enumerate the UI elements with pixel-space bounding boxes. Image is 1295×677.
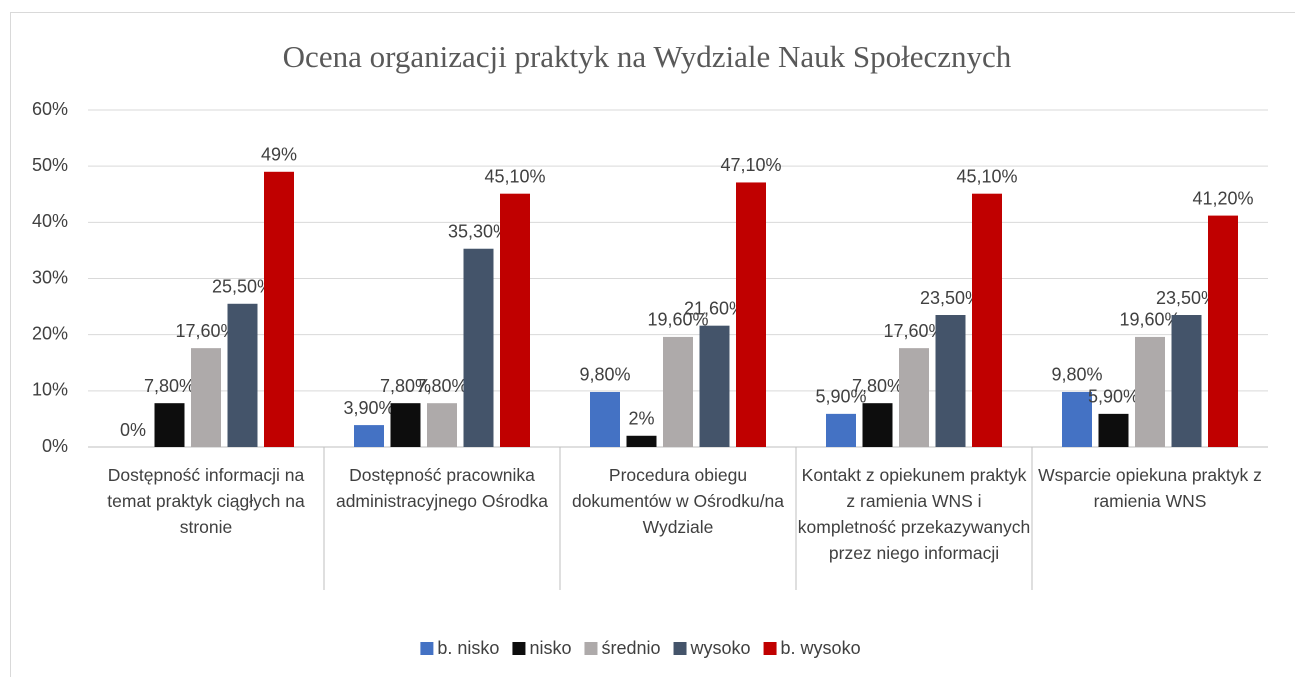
data-label: 41,20% [1192, 188, 1253, 208]
y-tick-label: 30% [32, 267, 68, 287]
data-label: 3,90% [343, 398, 394, 418]
y-tick-label: 50% [32, 155, 68, 175]
data-label: 19,60% [1119, 310, 1180, 330]
bar [1062, 391, 1092, 447]
y-tick-label: 40% [32, 211, 68, 231]
y-tick-label: 20% [32, 323, 68, 343]
data-label: 5,90% [815, 387, 866, 407]
legend-label: b. nisko [437, 638, 499, 658]
bar [899, 348, 929, 447]
data-label: 25,50% [212, 277, 273, 297]
data-label: 45,10% [956, 166, 1017, 186]
y-tick-label: 0% [42, 436, 68, 456]
bar [626, 435, 657, 447]
data-label: 9,80% [579, 365, 630, 385]
bar [154, 403, 185, 447]
legend-swatch [763, 642, 777, 655]
bar [972, 193, 1002, 447]
y-tick-label: 60% [32, 99, 68, 119]
legend-label: nisko [529, 638, 571, 658]
bar [663, 336, 693, 447]
data-label: 45,10% [484, 166, 545, 186]
x-tick-label: Dostępność informacji na temat praktyk c… [107, 465, 305, 537]
data-label: 23,50% [1156, 288, 1217, 308]
x-tick-label: Dostępność pracownika administracyjnego … [335, 465, 549, 511]
data-label: 19,60% [647, 310, 708, 330]
bar [500, 193, 530, 447]
bar [227, 303, 258, 447]
data-label: 7,80% [144, 376, 195, 396]
y-tick-label: 10% [32, 380, 68, 400]
legend-swatch [673, 642, 687, 655]
legend-swatch [420, 642, 434, 655]
bar [1135, 336, 1165, 447]
bar [1098, 413, 1129, 447]
bar [736, 182, 766, 447]
data-label: 0% [120, 420, 146, 440]
data-label: 21,60% [684, 298, 745, 318]
bar [463, 248, 494, 447]
x-tick-label: Wsparcie opiekuna praktyk z ramienia WNS [1038, 465, 1262, 511]
data-label: 2% [628, 409, 654, 429]
legend-label: b. wysoko [781, 638, 861, 658]
data-label: 5,90% [1088, 387, 1139, 407]
data-label: 7,80% [852, 376, 903, 396]
bar [1208, 215, 1238, 447]
chart-frame [10, 12, 1295, 677]
data-label: 7,80% [416, 376, 467, 396]
legend-swatch [512, 642, 526, 655]
bar [935, 315, 966, 447]
bar [699, 325, 730, 447]
bar [354, 425, 384, 447]
legend-swatch [584, 642, 598, 655]
legend-label: wysoko [690, 638, 751, 658]
data-label: 9,80% [1051, 365, 1102, 385]
data-label: 49% [261, 145, 297, 165]
chart-title: Ocena organizacji praktyk na Wydziale Na… [283, 39, 1012, 74]
data-label: 35,30% [448, 221, 509, 241]
bar [826, 413, 856, 447]
data-label: 17,60% [883, 321, 944, 341]
bar [264, 171, 294, 448]
bar [191, 348, 221, 447]
legend-label: średnio [601, 638, 660, 658]
bar [427, 403, 457, 447]
x-tick-label: Kontakt z opiekunem praktyk z ramienia W… [797, 465, 1031, 563]
bar [862, 403, 893, 447]
bar [590, 391, 620, 447]
data-label: 7,80% [380, 376, 431, 396]
bar [1171, 315, 1202, 447]
data-label: 47,10% [720, 155, 781, 175]
x-tick-label: Procedura obiegu dokumentów w Ośrodku/na… [571, 465, 785, 537]
data-label: 23,50% [920, 288, 981, 308]
data-label: 17,60% [175, 321, 236, 341]
bar [390, 403, 421, 447]
